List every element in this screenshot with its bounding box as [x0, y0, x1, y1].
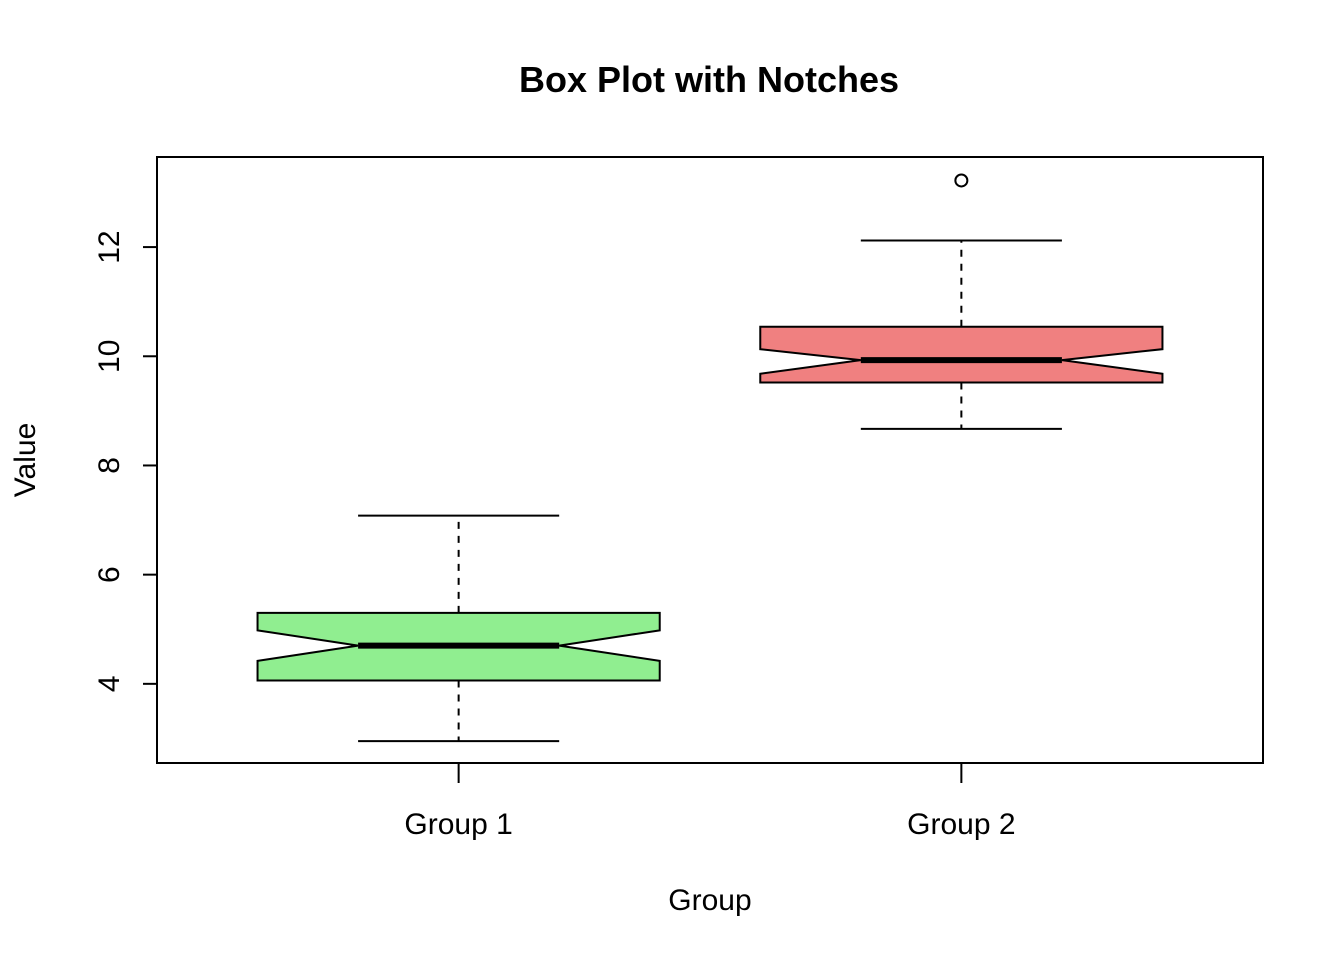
x-axis: Group 1 Group 2 — [404, 763, 1016, 841]
y-tick-label: 8 — [93, 457, 126, 474]
plot-frame — [156, 156, 1264, 764]
boxes-layer — [256, 173, 1164, 743]
notched-box — [759, 325, 1164, 384]
y-tick-label: 10 — [93, 340, 126, 373]
y-tick-label: 4 — [93, 675, 126, 692]
y-axis: 4 6 8 10 12 — [93, 230, 157, 692]
y-axis-label: Value — [9, 423, 42, 498]
x-axis-label: Group — [668, 884, 751, 917]
box-2 — [759, 173, 1164, 430]
chart-title: Box Plot with Notches — [519, 59, 899, 100]
box-1 — [256, 514, 661, 743]
y-tick-label: 6 — [93, 566, 126, 583]
x-tick-label: Group 1 — [404, 808, 512, 841]
outlier-point — [954, 173, 969, 188]
x-tick-label: Group 2 — [907, 808, 1015, 841]
y-tick-label: 12 — [93, 230, 126, 263]
